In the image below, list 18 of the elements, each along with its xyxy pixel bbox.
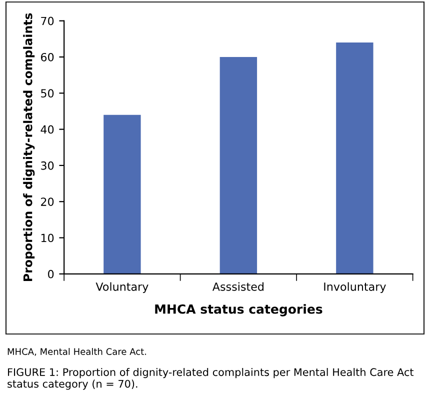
y-axis-title: Proportion of dignity-related complaints bbox=[23, 13, 35, 281]
y-tick-label: 70 bbox=[41, 16, 54, 26]
x-tick-label: Involuntary bbox=[324, 282, 386, 294]
bar bbox=[336, 42, 374, 274]
y-tick-label: 0 bbox=[48, 270, 54, 278]
x-tick-label: Voluntary bbox=[96, 282, 148, 294]
x-axis-title: MHCA status categories bbox=[155, 304, 322, 316]
y-tick-label: 20 bbox=[41, 198, 54, 206]
y-tick-label: 30 bbox=[41, 161, 54, 170]
x-tick-label: Asssisted bbox=[212, 282, 264, 291]
y-tick-label: 40 bbox=[40, 125, 54, 134]
y-tick-label: 50 bbox=[41, 89, 54, 98]
y-tick-label: 60 bbox=[40, 52, 54, 62]
bar bbox=[104, 114, 141, 274]
y-tick-label: 10 bbox=[41, 234, 54, 242]
text: MHCA, Mental Health Care Act. bbox=[8, 348, 146, 356]
bar bbox=[220, 56, 258, 274]
caption: FIGURE 1: Proportion of dignity-related complaints per Mental Health Care Act status category (n = 70). bbox=[8, 368, 414, 390]
